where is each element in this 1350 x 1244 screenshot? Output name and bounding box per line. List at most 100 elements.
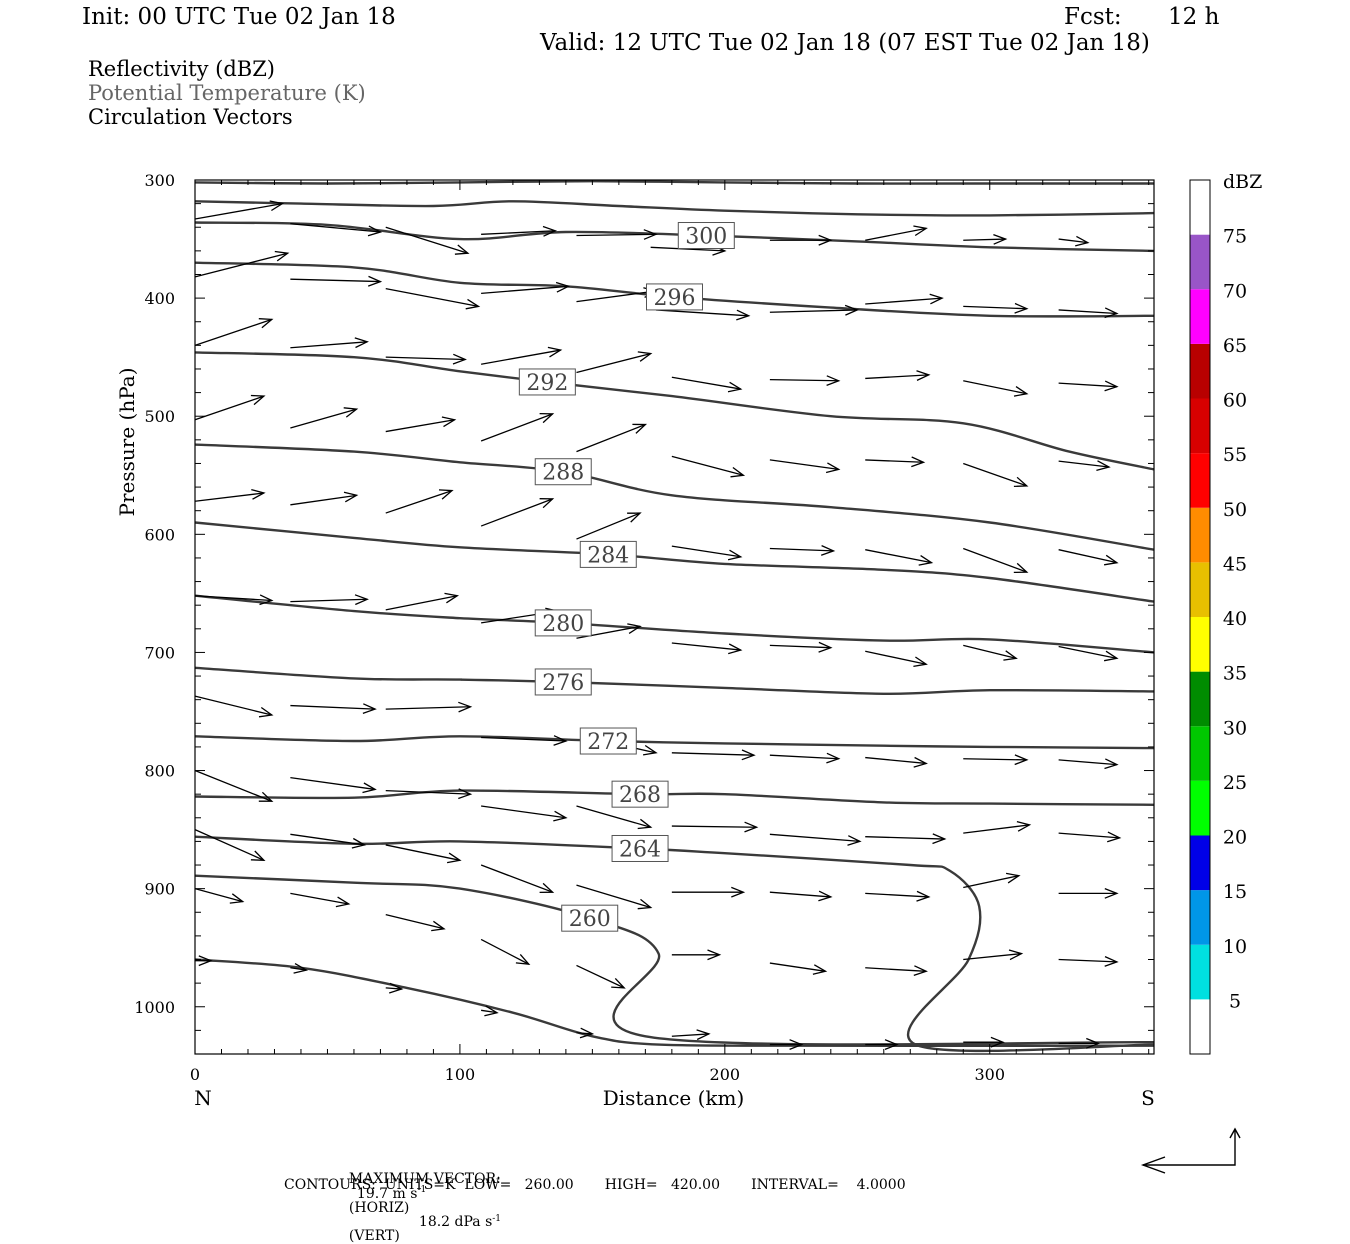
vector-shaft bbox=[290, 892, 349, 905]
vector-shaft bbox=[290, 833, 365, 846]
vector-head bbox=[1104, 956, 1119, 967]
circulation-vector bbox=[671, 376, 743, 393]
circulation-vector bbox=[290, 833, 367, 849]
vector-head bbox=[929, 293, 944, 305]
colorbar-tick-label: 10 bbox=[1223, 936, 1247, 958]
y-tick-label: 700 bbox=[144, 643, 175, 662]
vector-shaft bbox=[385, 595, 458, 611]
vector-head bbox=[820, 545, 836, 556]
vector-shaft bbox=[1058, 759, 1117, 766]
vector-shaft bbox=[290, 278, 381, 283]
circulation-vector bbox=[1058, 549, 1119, 566]
circulation-vector bbox=[963, 949, 1024, 961]
vector-head bbox=[250, 394, 266, 406]
vector-shaft bbox=[769, 459, 839, 471]
circulation-vector bbox=[385, 701, 473, 713]
circulation-vector bbox=[865, 225, 928, 241]
circulation-vector bbox=[963, 1036, 1005, 1048]
x-tick-label: 0 bbox=[190, 1065, 200, 1084]
vector-head bbox=[637, 898, 653, 910]
vector-shaft bbox=[290, 223, 381, 233]
circulation-vector bbox=[769, 234, 833, 246]
colorbar: 5 10 15 20 25 30 35 40 45 50 55 60 65 70 75 dBZ bbox=[1189, 171, 1262, 1055]
vector-head bbox=[354, 337, 369, 349]
circulation-vector bbox=[963, 233, 1008, 245]
colorbar-tick-label: 60 bbox=[1223, 390, 1247, 412]
vector-shaft bbox=[963, 305, 1027, 310]
isentrope-label-272: 272 bbox=[587, 730, 629, 755]
vector-head bbox=[818, 890, 833, 902]
vector-head bbox=[730, 466, 746, 478]
isentrope-label-268: 268 bbox=[619, 783, 661, 808]
y-axis-label: Pressure (hPa) bbox=[115, 368, 139, 517]
vector-head bbox=[731, 886, 746, 898]
isentrope-284 bbox=[195, 521, 1154, 603]
vector-shaft bbox=[576, 290, 657, 303]
vector-head bbox=[1104, 758, 1119, 770]
colorbar-tick-label: 65 bbox=[1223, 335, 1247, 357]
vector-head bbox=[990, 1036, 1005, 1048]
colorbar-segment bbox=[1190, 780, 1210, 836]
isentrope-label-box-272 bbox=[579, 727, 637, 755]
vector-head bbox=[229, 893, 245, 904]
isentrope-label-276: 276 bbox=[542, 671, 584, 696]
vector-shaft bbox=[769, 891, 831, 898]
colorbar-tick-label: 50 bbox=[1223, 499, 1247, 521]
vector-shaft bbox=[1058, 549, 1118, 564]
circulation-vector bbox=[1058, 307, 1119, 319]
vector-shaft bbox=[655, 309, 749, 317]
circulation-vector bbox=[576, 1027, 595, 1039]
colorbar-tick-label: 75 bbox=[1223, 226, 1247, 248]
circulation-vector bbox=[385, 914, 446, 932]
vector-head bbox=[627, 623, 642, 634]
circulation-vector bbox=[769, 304, 860, 316]
vector-shaft bbox=[576, 352, 651, 374]
isentrope-272 bbox=[195, 735, 1154, 750]
circulation-vector bbox=[865, 650, 928, 668]
circulation-vector bbox=[769, 459, 841, 474]
vector-head bbox=[351, 837, 367, 849]
vector-shaft bbox=[963, 547, 1028, 573]
colorbar-segment bbox=[1190, 453, 1210, 508]
vector-head bbox=[1104, 380, 1119, 392]
vector-shaft bbox=[865, 549, 932, 564]
y-tick-label: 1000 bbox=[134, 998, 175, 1017]
vector-head bbox=[251, 488, 266, 500]
isentrope-label-288: 288 bbox=[542, 461, 584, 486]
vector-shaft bbox=[576, 964, 625, 989]
vector-shaft bbox=[480, 498, 553, 527]
x-tick-label: 300 bbox=[974, 1065, 1005, 1084]
x-tick-label: 100 bbox=[445, 1065, 476, 1084]
circulation-vector bbox=[290, 594, 369, 606]
isentrope-label-box-280 bbox=[534, 609, 592, 637]
circulation-vector bbox=[671, 821, 759, 833]
circulation-vector bbox=[576, 884, 653, 910]
circulation-vector bbox=[480, 346, 563, 365]
circulation-vector bbox=[963, 302, 1029, 314]
legend-circulation-vectors: Circulation Vectors bbox=[88, 105, 293, 129]
vector-head bbox=[736, 309, 751, 321]
vector-shaft bbox=[1058, 832, 1120, 839]
vector-head bbox=[818, 641, 833, 653]
vector-head bbox=[847, 835, 862, 846]
isentrope-280 bbox=[195, 594, 1154, 654]
isentrope-label-box-288 bbox=[534, 458, 592, 486]
vector-head bbox=[444, 592, 460, 604]
circulation-vector bbox=[194, 394, 266, 421]
circulation-vector bbox=[671, 545, 743, 561]
circulation-vector bbox=[769, 962, 828, 975]
vector-shaft bbox=[385, 844, 461, 861]
vector-head bbox=[441, 416, 457, 428]
vector-shaft bbox=[290, 341, 368, 349]
vector-head bbox=[932, 833, 947, 845]
vector-shaft bbox=[963, 462, 1028, 487]
vector-head bbox=[818, 234, 833, 246]
colorbar-segment bbox=[1190, 507, 1210, 563]
vector-shaft bbox=[480, 864, 553, 893]
circulation-vector bbox=[963, 820, 1032, 834]
circulation-vector bbox=[385, 353, 467, 365]
colorbar-segment bbox=[1190, 999, 1210, 1054]
circulation-vector bbox=[1058, 460, 1111, 472]
isentrope-260 bbox=[195, 874, 1154, 1046]
vector-shaft bbox=[194, 252, 288, 278]
